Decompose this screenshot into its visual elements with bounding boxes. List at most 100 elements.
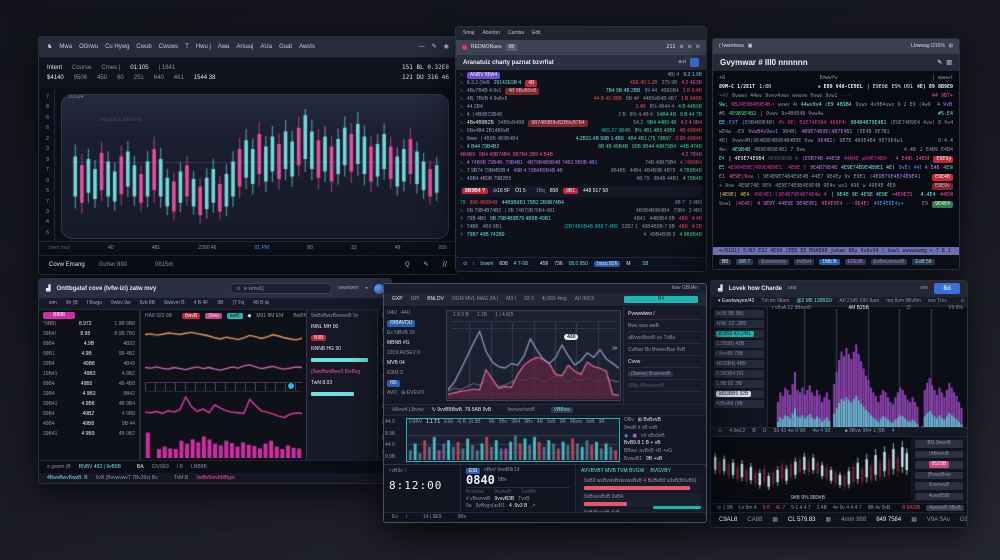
nav-row[interactable]: AVO ⊞ EVEVO: [387, 390, 425, 396]
quote-row[interactable]: 99B1 4.9B 9B 4B2: [43, 351, 135, 357]
table-row[interactable]: ≡ 4. | 4B9B72B48 2 B 8% 4.4B 4 54B4.4B 9 B 44…: [460, 112, 702, 118]
footer-tag[interactable]: E9E98: [844, 258, 866, 266]
nav-row[interactable]: 1019:AVSEV 0: [387, 350, 420, 356]
menu-item[interactable]: BNLDV: [427, 296, 444, 302]
tools-bar[interactable]: wm 9h (B I Bwgu 9wbv 9w 9vb 8B 8wbvm B 4 B 4F 9…: [39, 298, 391, 310]
tool-item[interactable]: 9B: [217, 300, 224, 306]
menu-item[interactable]: Cwuws: [158, 44, 179, 50]
table-row[interactable]: ≡ 4Bv4B9B2B 54B9vB4B8 9B74B9B9vB2B9vB7B4 54.…: [460, 120, 702, 127]
expand-arrow-icon[interactable]: ≫: [611, 345, 618, 352]
filter-item[interactable]: Tm tm 98am: [761, 297, 790, 304]
side-button[interactable]: 95Z9B: [915, 461, 963, 469]
panel-row[interactable]: 9wBvBwvBwvwvB 9v: [311, 313, 359, 319]
menu-item[interactable]: M3 I: [506, 296, 517, 302]
footer-tag[interactable]: 1Mb B: [819, 258, 840, 266]
tool-item[interactable]: 93 43 4w 8 9B: [773, 428, 806, 435]
footer-tag[interactable]: bv/bwl: [793, 258, 815, 266]
sidebar-quotes[interactable]: B888 *9BB) 8.972 1.9B 9B8 99B4! 8.98 8.9B 7B0…: [39, 310, 140, 460]
filter-item[interactable]: mq 8vm 9Bv8m: [886, 297, 921, 304]
menu-item[interactable]: GPI: [410, 296, 420, 302]
tool-item[interactable]: 9h (B: [65, 300, 78, 306]
quote-row[interactable]: *9BB) 8.972 1.9B 9B8: [43, 321, 135, 327]
tool-item[interactable]: 9wbv 9w: [111, 300, 131, 306]
tool-item[interactable]: 8wbvm B: [164, 300, 185, 306]
trendline-tool-icon[interactable]: //: [442, 260, 447, 269]
table-row[interactable]: ≡ 9B 79B4B74B2 | 9B 74B79B79B4 4B1 4B9B4B9B…: [460, 208, 702, 214]
table-row[interactable]: ≡ 4B, 7B#B 4 9v8+5 44 B 49 2BB 8B 4# 44B9vB4…: [460, 96, 702, 102]
quote-row[interactable]: 29B41 4 9B9 4B 9B2: [43, 431, 135, 437]
menu-item[interactable]: 4| 893 4mg: [541, 296, 567, 302]
table-row[interactable]: ≡ 7 9B74 79B4B9B 4 49B 4 79B4B9B4B 4B 9B4B5…: [460, 168, 702, 174]
record-icon[interactable]: [462, 45, 467, 50]
tool-item[interactable]: 4: [891, 428, 895, 435]
sidebar-item[interactable]: 5.2B3B4 (91: [714, 369, 764, 378]
sidebar-item[interactable]: 8 9B3 43 (2B1: [714, 329, 764, 338]
sidebar-item[interactable]: 9v38 8B 9B): [714, 309, 764, 318]
line-chart-magenta[interactable]: [145, 354, 302, 381]
list-item[interactable]: CvBwv Bv BvwvvBav 9vB: [628, 346, 702, 356]
filter-item[interactable]: @2 M5 130832r: [796, 297, 833, 304]
table-rows-upper[interactable]: ≡ ANBV 8BA4 4B) 4 9.2 1.9B ≡ 8.3.2 (9vB 29142E…: [460, 72, 702, 183]
list-item[interactable]: (9By 4BvwvwvB: [628, 382, 702, 392]
line-chart-pink[interactable]: [145, 393, 302, 426]
filter-item[interactable]: mw Tmv: [927, 297, 947, 304]
search-input[interactable]: ⊙ w wmsiQ: [230, 283, 333, 294]
timeline-slider[interactable]: [145, 382, 302, 392]
network-icon[interactable]: ◉: [443, 44, 449, 50]
menu-item[interactable]: Aborton: [482, 30, 500, 36]
panel-row[interactable]: NNNB HG 90: [311, 346, 342, 352]
sidebar-item[interactable]: / 9vv4B 79B: [714, 349, 764, 358]
side-button[interactable]: 4vwvB9B: [915, 492, 963, 500]
filter-item[interactable]: A0 21d5 F90 8am: [839, 297, 880, 304]
table-row[interactable]: ≡ 4 B44 79B4B2 8B 4B 49B4B 89B 9B44 49B79B4…: [460, 144, 702, 150]
table-row[interactable]: ≡ 4 74B9B 79B4B. 79B4B1 4B79B4B9B4B 74B2 9…: [460, 160, 702, 166]
chart-icon[interactable]: ▥: [946, 59, 952, 66]
footer-tag[interactable]: EvBwvwvwvB: [870, 258, 908, 266]
candle-panel[interactable]: sustainability 1/2024: [61, 94, 449, 239]
quote-row[interactable]: 29B4 49B8 4B49: [43, 361, 135, 367]
filter-bar[interactable]: ▾ Eawtwayen/42 Tm tm 98am @2 M5 130832r A0 …: [711, 296, 967, 307]
table-row[interactable]: 4 74B9 4B9 9B1 (2B74B9B4B 9B8 7.4B9 22B7 1 49…: [460, 224, 702, 230]
quote-row[interactable]: 89B4 49B2 4 9B8: [43, 411, 135, 417]
side-button[interactable]: (4BvwvB: [915, 450, 963, 458]
nav-row[interactable]: MBNB #G: [387, 340, 410, 346]
grid-icon[interactable]: ⊞: [948, 43, 953, 49]
quote-row[interactable]: 89B4 49B9 4B 4B8: [43, 381, 135, 387]
nav-row[interactable]: /95: [387, 380, 441, 387]
quote-row[interactable]: 99B41 4.9B8 4B 9B4: [43, 401, 135, 407]
right-panel[interactable]: 9wBvBwvBwvwvB 9v INNL MH 00 B9B NNNB HG 90 (…: [306, 310, 377, 460]
nav-row[interactable]: U4U 44U: [387, 310, 411, 316]
tool-item[interactable]: 9vb 8B: [139, 300, 156, 306]
side-button[interactable]: BG 9vwvB: [915, 440, 963, 448]
table-row[interactable]: ≡ 8ww | 4B9B 4B9B4B4 4,2B31.4B 99B 1.4B9 4B4…: [460, 136, 702, 142]
candle-toolbar[interactable]: ⊙ 4 9wL2 B O 93 43 4w 8 9B 4w 4 9B ■ 9Bvw 9B4 …: [711, 426, 967, 437]
menu-item[interactable]: 93 0: [524, 296, 534, 302]
volume-panel[interactable]: D9BV 1.1 T1 E98 4| B. (9.9B 9B 9Bv 9B4 9Bv 4B 9vB…: [406, 418, 620, 462]
table-row[interactable]: ≡ ANBV 8BA4 4B) 4 9.2 1.9B: [460, 72, 702, 79]
table-row[interactable]: ≡ 4Bv7B4B 4.9v1 4B 9BvB9vB 7B4 9B 4B 2BB 89 …: [460, 88, 702, 95]
menu-item[interactable]: OGrwu: [79, 44, 99, 50]
quote-row[interactable]: 99B4! 8.98 8.9B 7B0: [43, 331, 135, 337]
menu-item[interactable]: T: [185, 44, 189, 50]
menu-item[interactable]: A0 IMC5: [574, 296, 595, 302]
sidebar-item[interactable]: 1.9B 92 .9B: [714, 379, 764, 388]
tool-item[interactable]: (7 Fq: [232, 300, 245, 306]
candlestick-chart[interactable]: [72, 109, 440, 234]
tool-item[interactable]: ■ 9Bvw 9B4 1 (9B: [844, 428, 885, 435]
sidebar-item[interactable]: 43BvB8 (9B: [714, 399, 764, 408]
circle-icon-3[interactable]: ⊙: [695, 44, 700, 50]
panel-row[interactable]: TwN 8.93: [311, 380, 333, 386]
list-item[interactable]: Cvvw: [628, 358, 702, 368]
menu-item[interactable]: GXP: [392, 296, 403, 302]
candle-wrap[interactable]: 9#B 9% 9B9#B: [711, 437, 911, 503]
list-item[interactable]: (9wvwy BvwvwvB: [628, 370, 702, 380]
footer-tag[interactable]: B0: [719, 258, 732, 266]
panel-row[interactable]: [311, 357, 373, 365]
menu-items[interactable]: Mwa OGrwu Cu Hywg Cwub Cwuws T Hwu j Awa Arsuuj A…: [59, 43, 315, 51]
tool-item[interactable]: I Bwgu: [86, 300, 103, 306]
primary-action-button[interactable]: B4: [624, 296, 698, 303]
mid-toolbar[interactable]: ABvw4 LBvvw ↻ 9vvBBBwB. 79.5AB 9vB 9wvwvr/…: [384, 404, 706, 416]
tool-item[interactable]: wm: [49, 300, 57, 306]
tool-item[interactable]: 4w 4 9B: [812, 428, 831, 435]
